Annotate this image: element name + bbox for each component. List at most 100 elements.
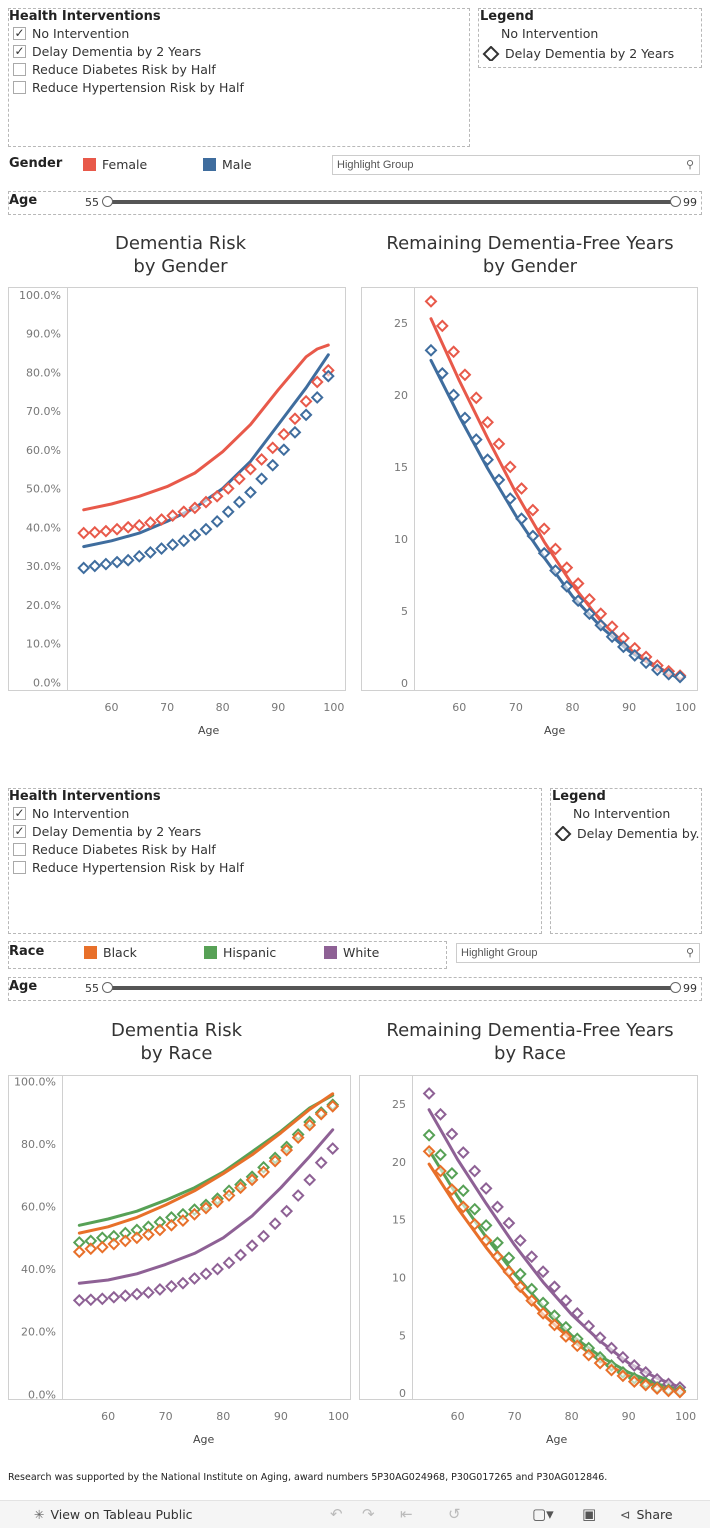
chart-risk-race[interactable]: 0.0%20.0%40.0%60.0%80.0%100.0%60 70 80 90 10… <box>0 0 710 1460</box>
download-icon[interactable]: ▢▾ <box>532 1505 554 1523</box>
legend-no-intervention[interactable]: No Intervention <box>501 26 599 41</box>
plot-frame <box>8 287 346 691</box>
checkbox-reduce-diabetes[interactable]: Reduce Diabetes Risk by Half <box>13 842 216 858</box>
risk_gender-marker-female <box>199 495 213 509</box>
checkbox-reduce-diabetes[interactable]: Reduce Diabetes Risk by Half <box>13 62 216 78</box>
legend-no-intervention[interactable]: No Intervention <box>573 806 671 821</box>
y-tick-label: 10.0% <box>26 638 61 651</box>
risk_race-marker-white <box>222 1256 236 1270</box>
share-button[interactable]: ⊲ Share <box>620 1507 673 1522</box>
years_race-marker-black <box>536 1306 550 1320</box>
years_race-marker-white <box>491 1200 504 1214</box>
risk_race-marker-black <box>314 1107 328 1121</box>
chart-risk-gender[interactable]: 0.0% 10.0% 20.0% 30.0% 40.0% 50.0% 60.0% 70.0% 8… <box>0 0 710 760</box>
years_gender-marker-male <box>617 640 630 654</box>
redo-icon[interactable]: ↷ <box>362 1505 375 1523</box>
y-tick-label: 80.0% <box>21 1138 56 1151</box>
age-max-value: 99 <box>683 982 697 995</box>
y-tick-label: 50.0% <box>26 483 61 496</box>
age-label: Age <box>9 979 38 994</box>
age-max-handle[interactable] <box>670 982 681 993</box>
risk_race-marker-black <box>153 1223 167 1237</box>
x-tick-label: 100 <box>323 701 344 714</box>
risk_gender-line-male <box>82 353 330 549</box>
refresh-icon[interactable]: ↺ <box>448 1505 461 1523</box>
x-axis-label-risk-race: Age <box>193 1433 215 1446</box>
years_gender-marker-male <box>673 670 687 684</box>
years_race-marker-hispanic <box>491 1236 504 1250</box>
years_gender-marker-female <box>583 592 596 606</box>
years_race-marker-hispanic <box>434 1148 447 1162</box>
years_race-marker-black <box>479 1234 493 1247</box>
risk_race-marker-white <box>199 1267 213 1281</box>
years_gender-marker-female <box>594 607 608 621</box>
checkbox-delay-dementia[interactable]: ✓ Delay Dementia by 2 Years <box>13 44 201 60</box>
race-filter-panel <box>8 941 447 969</box>
age-slider-panel <box>8 977 702 1001</box>
years_race-marker-white <box>445 1127 459 1141</box>
risk_gender-marker-female <box>121 520 135 534</box>
risk_gender-marker-female <box>266 441 280 455</box>
undo-icon[interactable]: ↶ <box>330 1505 343 1523</box>
chart-title-years-gender: Remaining Dementia-Free Years by Gender <box>386 233 674 277</box>
risk_race-marker-black <box>257 1165 271 1179</box>
checkbox-icon: ✓ <box>13 806 26 820</box>
chart-years-gender[interactable]: 0 5 10 15 20 25 60 70 80 90 100 <box>0 0 710 760</box>
legend-item-white[interactable]: White <box>324 945 379 960</box>
swatch-black <box>84 946 97 959</box>
checkbox-delay-dementia[interactable]: ✓ Delay Dementia by 2 Years <box>13 824 201 840</box>
age-slider-track[interactable] <box>106 200 677 204</box>
checkbox-no-intervention[interactable]: ✓ No Intervention <box>13 26 129 42</box>
risk_gender-marker-male <box>121 553 135 567</box>
funding-note: Research was supported by the National I… <box>8 1472 608 1483</box>
legend-delay-dementia[interactable]: Delay Dementia by... <box>554 826 700 841</box>
legend-panel-race <box>550 788 702 934</box>
years_gender-marker-female <box>447 345 461 359</box>
age-min-value: 55 <box>85 982 99 995</box>
x-tick-label: 60 <box>452 701 466 714</box>
age-min-handle[interactable] <box>102 982 113 993</box>
revert-icon[interactable]: ⇤ <box>400 1505 413 1523</box>
risk_race-marker-white <box>257 1229 271 1243</box>
years_race-marker-white <box>502 1216 516 1230</box>
checkbox-no-intervention[interactable]: ✓ No Intervention <box>13 806 129 822</box>
highlight-group-search[interactable]: Highlight Group ⚲ <box>456 943 700 963</box>
x-tick-label: 70 <box>159 1410 173 1423</box>
fullscreen-icon[interactable]: ▣ <box>582 1505 597 1523</box>
view-on-tableau-link[interactable]: ✳ View on Tableau Public <box>34 1507 193 1522</box>
risk_gender-marker-male <box>143 546 157 559</box>
years_gender-marker-male <box>560 579 574 593</box>
checkbox-reduce-hypertension[interactable]: Reduce Hypertension Risk by Half <box>13 80 244 96</box>
checkbox-icon <box>13 843 26 856</box>
years_race-marker-black <box>559 1330 573 1343</box>
checkbox-icon <box>13 861 26 874</box>
years_gender-marker-male <box>583 607 596 621</box>
risk_race-marker-black <box>280 1143 294 1157</box>
legend-item-black[interactable]: Black <box>84 945 137 960</box>
age-max-handle[interactable] <box>670 196 681 207</box>
interventions-panel-gender <box>8 8 470 147</box>
years_race-marker-black <box>422 1144 436 1158</box>
legend-item-male[interactable]: Male <box>203 157 252 172</box>
age-min-handle[interactable] <box>102 196 113 207</box>
risk_race-marker-white <box>188 1272 201 1285</box>
legend-title: Legend <box>480 9 534 24</box>
risk_race-marker-black <box>141 1228 155 1242</box>
years_race-line-black <box>427 1162 682 1393</box>
swatch-male <box>203 158 216 171</box>
years_gender-marker-female <box>560 561 574 575</box>
years_race-marker-black <box>639 1378 653 1392</box>
legend-item-female[interactable]: Female <box>83 157 147 172</box>
legend-item-hispanic[interactable]: Hispanic <box>204 945 276 960</box>
y-tick-label: 60.0% <box>26 444 61 457</box>
x-tick-label: 80 <box>216 1410 230 1423</box>
age-slider-track[interactable] <box>106 986 677 990</box>
years_gender-marker-female <box>537 522 551 536</box>
checkbox-reduce-hypertension[interactable]: Reduce Hypertension Risk by Half <box>13 860 244 876</box>
x-tick-label: 100 <box>675 701 696 714</box>
risk_gender-marker-male <box>155 542 168 555</box>
years_gender-marker-female <box>458 368 472 382</box>
highlight-group-search[interactable]: Highlight Group ⚲ <box>332 155 700 175</box>
legend-delay-dementia[interactable]: Delay Dementia by 2 Years <box>482 46 674 61</box>
